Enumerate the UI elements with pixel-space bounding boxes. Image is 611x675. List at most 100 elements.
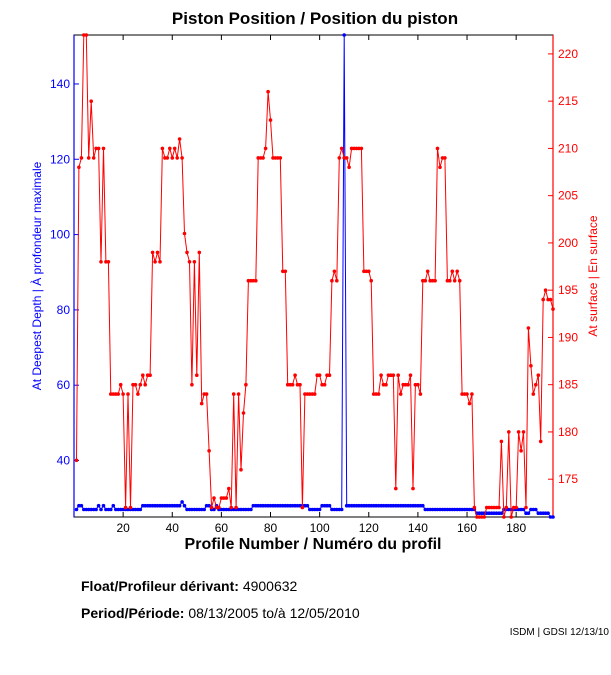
data-point	[182, 231, 187, 236]
data-point	[452, 278, 457, 283]
data-point	[261, 156, 265, 160]
data-point	[182, 503, 187, 508]
data-point	[74, 507, 79, 512]
data-point	[141, 373, 145, 378]
data-point	[452, 507, 457, 512]
data-point	[244, 507, 248, 512]
data-point	[136, 392, 140, 396]
data-point	[148, 373, 152, 378]
data-point	[465, 507, 469, 512]
data-point	[180, 500, 184, 504]
x-tick-label: 40	[166, 521, 180, 535]
data-point	[342, 156, 347, 160]
data-point	[430, 278, 435, 283]
data-point	[121, 392, 125, 396]
data-point	[202, 507, 206, 512]
data-point	[94, 507, 98, 512]
data-point	[187, 260, 192, 264]
data-point	[408, 373, 413, 378]
data-point	[509, 515, 513, 519]
data-point	[77, 165, 81, 170]
data-point	[82, 33, 86, 37]
right-tick-label: 175	[558, 472, 578, 486]
data-point	[543, 511, 548, 515]
data-point	[443, 507, 447, 512]
data-point	[339, 146, 344, 151]
data-point	[256, 156, 261, 160]
data-point	[116, 507, 120, 512]
data-point	[278, 503, 283, 508]
data-point	[77, 503, 81, 508]
data-point	[374, 503, 378, 508]
data-point	[168, 146, 172, 151]
data-point	[234, 505, 238, 510]
data-point	[312, 392, 317, 396]
data-point	[521, 430, 526, 434]
data-point	[89, 99, 93, 103]
data-point	[327, 503, 332, 508]
data-point	[381, 503, 386, 508]
data-point	[126, 392, 130, 396]
x-tick-label: 160	[457, 521, 477, 535]
data-point	[99, 260, 103, 264]
data-point	[492, 505, 496, 510]
data-point	[425, 269, 430, 274]
data-point	[79, 156, 84, 160]
data-point	[497, 505, 501, 510]
data-point	[538, 511, 543, 515]
data-point	[386, 503, 391, 508]
data-point	[199, 507, 204, 512]
data-point	[195, 507, 199, 512]
data-point	[421, 503, 425, 508]
data-point	[104, 260, 108, 264]
data-point	[303, 503, 307, 508]
data-point	[96, 146, 101, 151]
data-point	[101, 503, 106, 508]
data-point	[285, 382, 290, 387]
data-point	[170, 156, 175, 160]
period-info: Period/Période: 08/13/2005 to/à 12/05/20…	[81, 605, 360, 621]
data-point	[418, 392, 423, 396]
data-point	[538, 439, 543, 444]
data-point	[531, 392, 536, 396]
data-point	[209, 505, 214, 510]
x-tick-label: 100	[310, 521, 330, 535]
data-point	[148, 503, 152, 508]
data-point	[177, 503, 182, 508]
data-point	[190, 507, 194, 512]
data-point	[222, 496, 226, 500]
data-point	[357, 503, 361, 508]
data-point	[128, 505, 133, 510]
data-point	[465, 392, 469, 396]
data-point	[396, 373, 401, 378]
data-point	[160, 503, 165, 508]
data-point	[118, 382, 123, 387]
data-point	[499, 511, 504, 515]
data-point	[352, 146, 356, 151]
data-point	[381, 382, 386, 387]
data-point	[185, 507, 189, 512]
data-point	[396, 503, 401, 508]
data-point	[317, 373, 322, 378]
data-point	[543, 288, 548, 293]
data-point	[531, 507, 536, 512]
data-point	[281, 269, 285, 274]
data-point	[455, 507, 460, 512]
data-point	[212, 507, 216, 512]
data-point	[222, 507, 226, 512]
right-tick-label: 215	[558, 94, 578, 108]
data-point	[379, 373, 383, 378]
data-point	[327, 373, 332, 378]
data-point	[285, 503, 290, 508]
x-axis-label: Profile Number / Numéro du profil	[185, 536, 442, 553]
data-point	[185, 250, 189, 255]
data-point	[519, 449, 523, 453]
data-point	[308, 392, 312, 396]
data-point	[190, 382, 194, 387]
data-point	[300, 505, 305, 510]
data-point	[339, 507, 344, 512]
data-point	[165, 156, 170, 160]
right-tick-label: 195	[558, 283, 578, 297]
data-point	[416, 503, 420, 508]
data-point	[450, 269, 455, 274]
